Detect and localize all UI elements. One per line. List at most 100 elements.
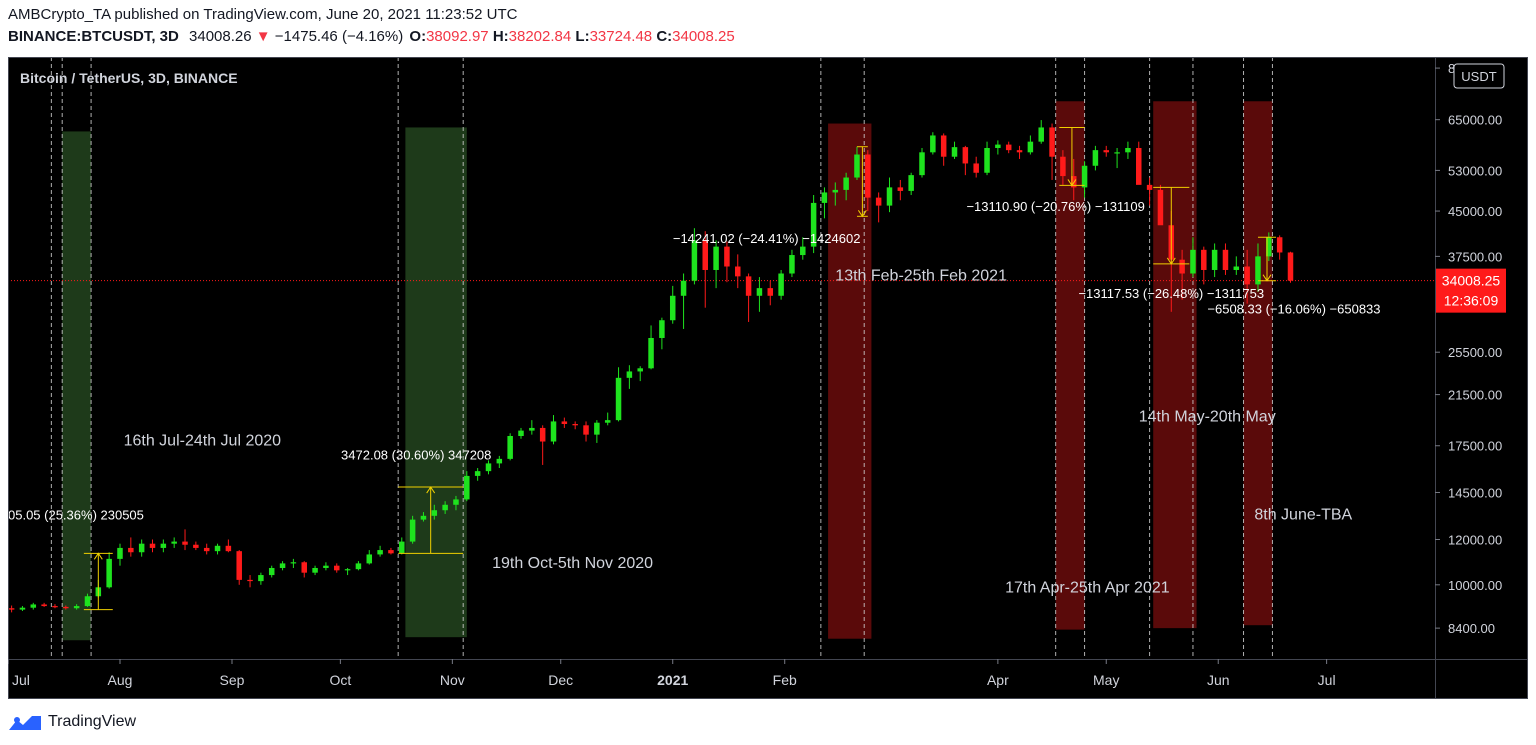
- footer-brand[interactable]: TradingView: [8, 710, 136, 734]
- candle-body: [1276, 237, 1283, 253]
- price-axis-label: 17500.00: [1448, 439, 1502, 454]
- price-axis-label: 8400.00: [1448, 621, 1495, 636]
- currency-button-frame[interactable]: [1453, 63, 1505, 89]
- candle-body: [1049, 127, 1055, 157]
- candle-body: [225, 545, 232, 552]
- candle-body: [951, 147, 958, 157]
- candle-body: [778, 273, 784, 296]
- low-value: 33724.48: [589, 28, 653, 45]
- candle-body: [745, 276, 752, 296]
- candle-body: [301, 562, 307, 573]
- candle-body: [832, 189, 839, 193]
- candle-body: [561, 421, 568, 425]
- currency-button[interactable]: USDT: [1453, 63, 1505, 89]
- price-axis-label: 12000.00: [1448, 533, 1502, 548]
- candle-body: [865, 154, 871, 198]
- candle-body: [507, 436, 513, 459]
- candle-body: [149, 543, 156, 548]
- candle-body: [518, 430, 524, 437]
- candle-body: [1060, 156, 1066, 177]
- last-price-tag-bg: [1436, 268, 1506, 313]
- candle-body: [214, 545, 221, 552]
- candle-body: [702, 240, 708, 270]
- candle-body: [84, 596, 91, 607]
- time-axis-label: Jun: [1207, 672, 1230, 688]
- price-axis-label: 53000.00: [1448, 163, 1502, 178]
- candle-body: [886, 187, 893, 206]
- zone-label: 13th Feb-25th Feb 2021: [835, 268, 1007, 285]
- candle-body: [377, 550, 383, 555]
- symbol-ohlc-line: BINANCE:BTCUSDT, 3D 34008.26 ▼ −1475.46 …: [8, 28, 735, 45]
- time-axis-label: Nov: [440, 672, 465, 688]
- zone-label: 16th Jul-24th Jul 2020: [124, 433, 282, 450]
- candle-body: [875, 197, 882, 206]
- candle-body: [117, 547, 123, 559]
- candle-body: [1287, 252, 1294, 281]
- ruler-arrow-head: [1262, 274, 1272, 282]
- candle-body: [940, 135, 947, 157]
- candle-body: [919, 152, 925, 176]
- time-axis-label: Aug: [108, 672, 133, 688]
- candle-body: [334, 565, 340, 571]
- candle-body: [1255, 256, 1261, 285]
- candle-body: [41, 604, 47, 607]
- candle-body: [8, 608, 15, 610]
- candle-body: [1233, 266, 1240, 270]
- currency-label[interactable]: USDT: [1461, 69, 1496, 84]
- ruler-label: −6508.33 (−16.06%) −650833: [1207, 301, 1380, 316]
- candle-body: [366, 554, 373, 564]
- candle-body: [626, 371, 633, 378]
- candle-body: [843, 177, 849, 190]
- ruler-arrow-head: [1067, 179, 1077, 187]
- ruler-arrow-head: [857, 210, 867, 218]
- candle-body: [279, 563, 286, 568]
- green-zone: [62, 131, 92, 641]
- high-label: H:: [492, 28, 509, 45]
- chart-area[interactable]: 16th Jul-24th Jul 2020 19th Oct-5th Nov 2…: [7, 57, 1528, 699]
- candle-body: [344, 569, 351, 571]
- candle-body: [821, 192, 828, 203]
- candle-body: [19, 607, 26, 610]
- candle-body: [1038, 127, 1044, 142]
- candle-body: [247, 579, 253, 582]
- time-axis-label: Jul: [12, 672, 30, 688]
- candle-body: [995, 144, 1001, 148]
- ruler-label: −13110.90 (−20.76%) −131109: [966, 199, 1144, 214]
- candle-body: [680, 280, 687, 296]
- candle-body: [789, 255, 795, 274]
- candle-body: [203, 547, 210, 552]
- zone-label: 14th May-20th May: [1139, 408, 1276, 425]
- last-price: 34008.26: [189, 28, 252, 45]
- candle-body: [160, 543, 167, 548]
- candle-body: [984, 147, 990, 173]
- candle-body: [1201, 249, 1207, 270]
- candle-body: [138, 543, 145, 553]
- change-down-icon: ▼: [255, 28, 271, 45]
- candle-body: [724, 246, 730, 267]
- candle-body: [236, 551, 242, 580]
- candle-body: [529, 427, 535, 431]
- symbol-name[interactable]: BINANCE:BTCUSDT, 3D: [8, 28, 179, 45]
- open-value: 38092.97: [426, 28, 489, 45]
- candle-body: [1244, 266, 1250, 285]
- candle-body: [1146, 184, 1153, 190]
- candle-body: [193, 544, 199, 548]
- brand-name: TradingView: [48, 713, 137, 730]
- candle-body: [713, 246, 719, 270]
- candle-body: [594, 422, 600, 435]
- candle-body: [583, 425, 589, 435]
- candle-body: [962, 147, 969, 164]
- price-axis-label: 37500.00: [1448, 249, 1502, 264]
- last-price-tag-value: 34008.25: [1442, 273, 1501, 289]
- low-label: L:: [575, 28, 590, 45]
- candle-body: [539, 427, 546, 442]
- price-change: −1475.46 (−4.16%): [274, 28, 404, 45]
- time-axis-label: Apr: [987, 672, 1009, 688]
- candle-body: [323, 565, 329, 568]
- price-chart[interactable]: 16th Jul-24th Jul 2020 19th Oct-5th Nov 2…: [7, 57, 1528, 699]
- zone-label: 19th Oct-5th Nov 2020: [492, 555, 653, 572]
- price-axis-label: 25500.00: [1448, 345, 1502, 360]
- ruler-label: 05.05 (25.36%) 230505: [8, 508, 144, 523]
- candle-body: [615, 377, 622, 421]
- candle-body: [1092, 150, 1099, 166]
